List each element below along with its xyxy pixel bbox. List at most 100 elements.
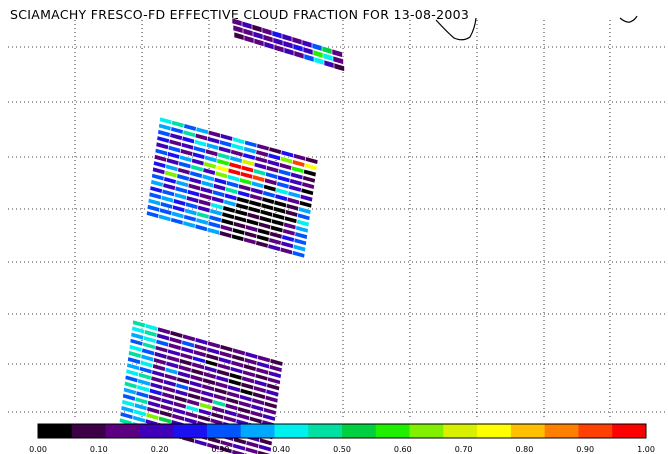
swath-pixel [179,148,194,157]
swath-pixel [249,193,263,202]
swath-pixel [172,198,187,207]
swath-pixel [297,212,311,221]
colorbar-segment [105,424,140,438]
swath-pixel [246,211,261,221]
swath-pixel [267,376,281,385]
swath-pixel [151,172,165,182]
colorbar-tick-label: 0.40 [272,445,290,454]
swath-pixel [248,199,262,208]
swath-pixel [240,164,255,174]
swath-pixel [244,230,258,239]
swath-pixel [175,179,189,188]
swath-pixel [206,226,221,236]
swath-pixel [159,116,173,126]
colorbar-tick-labels: 0.00 0.10 0.20 0.30 0.40 0.50 0.60 0.70 0.80 0.90… [29,445,655,454]
swath-pixel [169,132,183,141]
swath-pixel [291,250,306,259]
colorbar-segment [578,424,613,438]
swath-pixel [167,144,182,154]
swath-pixel [295,225,309,234]
colorbar-segment [342,424,377,438]
swath-pixel [145,210,160,219]
swath-pixel [304,162,318,171]
swath-pixel [152,160,167,169]
swath-pixel [264,394,279,404]
swath-middle [145,116,319,259]
swath-pixel [266,382,281,392]
swath-pixel [294,231,308,240]
swath-pixel [183,123,197,132]
lat-lon-grid [8,20,665,420]
map-title: SCIAMACHY FRESCO-FD EFFECTIVE CLOUD FRAC… [10,7,470,22]
swath-pixel [232,221,247,230]
swath-pixel [165,157,180,166]
colorbar-segment [139,424,174,438]
satellite-swaths [118,17,345,454]
swath-pixel [257,449,271,454]
swath-pixel [177,167,191,176]
swath-pixel [234,208,248,217]
swath-pixel [297,206,312,215]
swath-pixel [258,437,273,447]
swath-pixel [161,188,176,198]
swath-pixel [255,149,269,158]
colorbar-segment [612,424,647,438]
swath-pixel [157,129,171,138]
swath-pixel [298,200,313,209]
colorbar-segment [544,424,579,438]
swath-pixel [155,141,170,151]
swath-pixel [194,223,208,233]
colorbar-tick-label: 0.20 [151,445,169,454]
swath-pixel [292,243,307,253]
colorbar-tick-label: 0.50 [333,445,351,454]
swath-pixel [156,135,170,144]
swath-pixel [244,446,259,454]
colorbar-segment [477,424,512,438]
colorbar-frame [37,423,647,439]
swath-pixel [243,236,257,246]
swath-pixel [171,119,185,129]
swath-pixel [247,205,261,214]
swath-pixel [168,138,183,148]
swath-pixel [178,160,192,170]
swath-pixel [265,388,280,398]
swath-pixel [331,48,343,59]
swath-pixel [170,126,184,135]
swath-pixel [244,224,259,233]
colorbar-segment [173,424,208,438]
swath-pixel [149,185,163,194]
swath-pixel [245,218,260,227]
swath-pixel [158,207,173,216]
swath-pixel [178,154,193,163]
swath-pixel [293,237,307,246]
swath-pixel [302,175,316,184]
swath-pixel [231,227,246,236]
colorbar-segment [375,424,411,438]
swath-pixel [238,177,253,186]
swath-pixel [165,163,179,173]
swath-pixel [237,183,252,192]
swath-pixel [244,139,258,149]
swath-pixel [253,161,268,171]
swath-pixel [153,154,168,163]
colorbar-tick-label: 1.00 [637,445,655,454]
colorbar-tick-label: 0.00 [29,445,47,454]
swath-pixel [181,135,196,145]
swath-pixel [301,181,315,190]
swath-pixel [258,443,272,453]
swath-pixel [166,151,181,160]
swath-pixel [164,169,178,179]
swath-pixel [154,147,169,157]
swath-pixel [236,196,250,205]
swath-pixel [333,62,345,73]
swath-pixel [268,364,283,373]
colorbar-segment [443,424,478,438]
swath-pixel [269,358,284,367]
swath-top [231,17,345,73]
swath-pixel [148,191,163,201]
swath-pixel [262,407,277,416]
swath-pixel [170,217,184,226]
swath-pixel [263,400,278,410]
swath-pixel [233,214,248,224]
